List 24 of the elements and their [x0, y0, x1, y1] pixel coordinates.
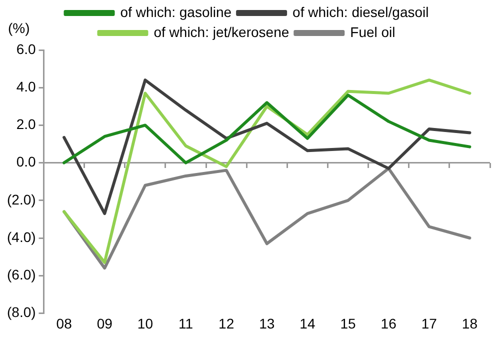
y-tick-label: (4.0) — [6, 228, 36, 245]
x-tick-label: 11 — [178, 315, 194, 332]
x-tick-label: 16 — [380, 315, 397, 332]
y-tick-label: 2.0 — [16, 116, 36, 132]
y-axis-title: (%) — [8, 20, 30, 36]
y-tick-label: 4.0 — [16, 78, 36, 94]
legend-label: of which: jet/kerosene — [154, 24, 290, 40]
x-tick-label: 13 — [259, 315, 275, 332]
y-tick-label: (2.0) — [6, 191, 36, 208]
y-tick-label: (6.0) — [6, 266, 36, 282]
x-tick-label: 09 — [96, 315, 113, 332]
legend-label: Fuel oil — [350, 24, 396, 40]
y-tick-label: (8.0) — [6, 304, 36, 320]
x-tick-label: 12 — [218, 315, 234, 332]
x-tick-label: 14 — [300, 315, 316, 332]
x-tick-label: 17 — [421, 315, 438, 332]
y-tick-label: 6.0 — [16, 40, 36, 57]
y-tick-label: 0.0 — [16, 154, 36, 170]
x-tick-label: 08 — [56, 315, 72, 332]
legend-label: of which: gasoline — [120, 4, 232, 20]
x-tick-label: 15 — [340, 315, 356, 332]
legend-label: of which: diesel/gasoil — [292, 4, 429, 20]
x-tick-label: 18 — [462, 315, 478, 332]
x-tick-label: 10 — [137, 315, 154, 332]
